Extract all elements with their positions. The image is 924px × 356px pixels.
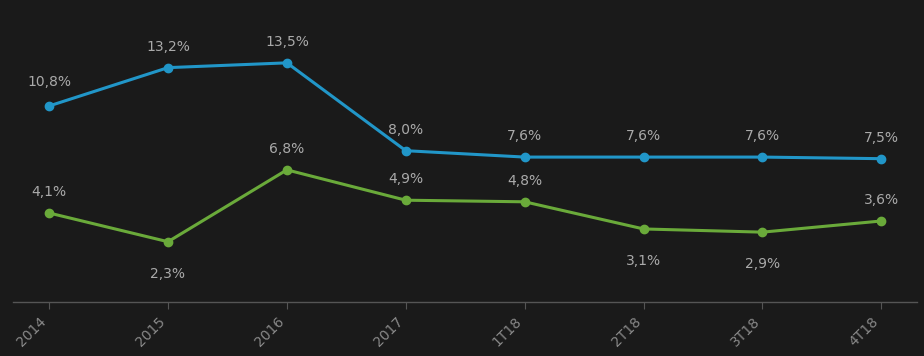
Text: 2,9%: 2,9% [745,257,780,271]
Text: 4,9%: 4,9% [388,172,423,186]
Text: 4,8%: 4,8% [507,174,542,188]
Text: 7,5%: 7,5% [864,131,899,145]
Text: 13,5%: 13,5% [265,35,309,49]
Text: 3,1%: 3,1% [626,254,662,268]
Text: 4,1%: 4,1% [31,185,67,199]
Text: 2,3%: 2,3% [151,267,186,281]
Text: 8,0%: 8,0% [388,123,423,137]
Text: 3,6%: 3,6% [864,193,899,207]
Text: 7,6%: 7,6% [626,129,662,143]
Text: 6,8%: 6,8% [269,142,305,156]
Text: 7,6%: 7,6% [507,129,542,143]
Text: 7,6%: 7,6% [745,129,780,143]
Text: 10,8%: 10,8% [27,75,71,89]
Text: 13,2%: 13,2% [146,40,190,54]
